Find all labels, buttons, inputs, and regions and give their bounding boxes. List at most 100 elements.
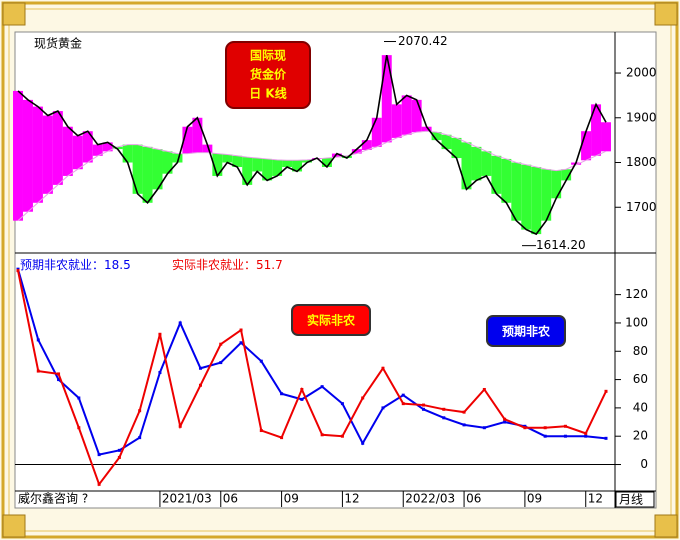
ma-fill: [541, 169, 552, 221]
y-tick-label: 20: [633, 429, 648, 443]
legend-name: 实际非农就业：: [172, 257, 256, 272]
high-label: 2070.42: [398, 34, 448, 48]
ma-fill: [282, 160, 293, 167]
point: [381, 366, 385, 370]
ma-fill: [481, 151, 492, 176]
low-label: 1614.20: [536, 238, 586, 252]
point: [584, 434, 588, 438]
point: [300, 387, 304, 391]
point: [563, 434, 567, 438]
point: [543, 426, 547, 430]
ma-fill: [32, 106, 43, 203]
point: [259, 429, 263, 433]
point: [361, 396, 365, 400]
annotation-box: [486, 315, 566, 347]
point: [604, 436, 608, 440]
period-label: 月线: [619, 493, 643, 507]
ma-fill: [371, 117, 382, 147]
point: [97, 482, 101, 486]
point: [320, 385, 324, 389]
point: [178, 321, 182, 325]
y-tick-label: 60: [633, 372, 648, 386]
ma-fill: [212, 153, 223, 176]
point: [36, 369, 40, 373]
ma-fill: [132, 144, 143, 194]
ma-fill: [52, 111, 63, 185]
corner: [2, 2, 26, 26]
point: [462, 410, 466, 414]
ma-fill: [172, 153, 183, 163]
point: [422, 407, 426, 411]
y-tick-label: 1900: [626, 110, 657, 124]
y-tick-label: 40: [633, 400, 648, 414]
point: [300, 397, 304, 401]
point: [482, 426, 486, 430]
y-tick-label: 120: [625, 287, 648, 301]
x-tick-label: 06: [223, 492, 238, 506]
point: [97, 453, 101, 457]
ma-fill: [321, 158, 332, 167]
source-label: 威尔鑫咨询 ?: [18, 491, 88, 506]
ma-fill: [361, 140, 372, 150]
ma-fill: [421, 126, 432, 132]
point: [503, 417, 507, 421]
ma-fill: [391, 104, 402, 138]
legend-name: 预期非农就业：: [20, 258, 104, 272]
ma-fill: [521, 164, 532, 230]
panel-label: 现货黄金: [34, 36, 82, 51]
ma-fill: [401, 95, 412, 135]
corner: [654, 2, 678, 26]
ma-fill: [591, 104, 602, 156]
x-tick-label: 09: [284, 492, 299, 506]
point: [381, 406, 385, 410]
point: [219, 342, 223, 346]
annotation-box: [225, 41, 311, 109]
point: [57, 372, 61, 376]
plot-area: [14, 31, 657, 509]
point: [523, 426, 527, 430]
point: [138, 436, 142, 440]
ma-fill: [182, 126, 193, 154]
point: [320, 433, 324, 437]
ma-fill: [92, 144, 103, 156]
point: [219, 361, 223, 365]
ma-fill: [431, 132, 442, 141]
point: [178, 424, 182, 428]
ma-fill: [72, 135, 83, 170]
ma-fill: [42, 115, 53, 194]
point: [482, 387, 486, 391]
point: [503, 420, 507, 424]
ma-fill: [491, 155, 502, 194]
point: [16, 269, 20, 273]
series-line: [17, 268, 607, 456]
ma-fill: [242, 157, 253, 185]
point: [259, 359, 263, 363]
point: [158, 371, 162, 374]
corner: [2, 514, 26, 538]
y-tick-label: 0: [640, 457, 648, 471]
point: [77, 396, 81, 400]
legend-entry: 实际非农就业：51.7: [172, 257, 283, 272]
ma-fill: [511, 162, 522, 221]
point: [239, 341, 243, 345]
ma-fill: [82, 131, 93, 163]
ma-fill: [152, 149, 163, 190]
point: [158, 332, 162, 336]
ma-fill: [551, 170, 562, 199]
point: [280, 392, 284, 396]
point: [340, 434, 344, 438]
point: [239, 328, 243, 332]
point: [57, 378, 61, 382]
annotation-text: 货金价: [250, 67, 287, 82]
annotation-box: [291, 304, 371, 336]
ma-fill: [252, 158, 263, 172]
ma-fill: [561, 169, 572, 181]
ma-fill: [501, 158, 512, 203]
ma-fill: [62, 126, 73, 176]
point: [401, 402, 405, 406]
ma-fill: [162, 151, 173, 174]
x-tick-label: 2021/03: [162, 492, 212, 506]
legend-value: 18.5: [104, 258, 131, 272]
point: [422, 403, 426, 407]
